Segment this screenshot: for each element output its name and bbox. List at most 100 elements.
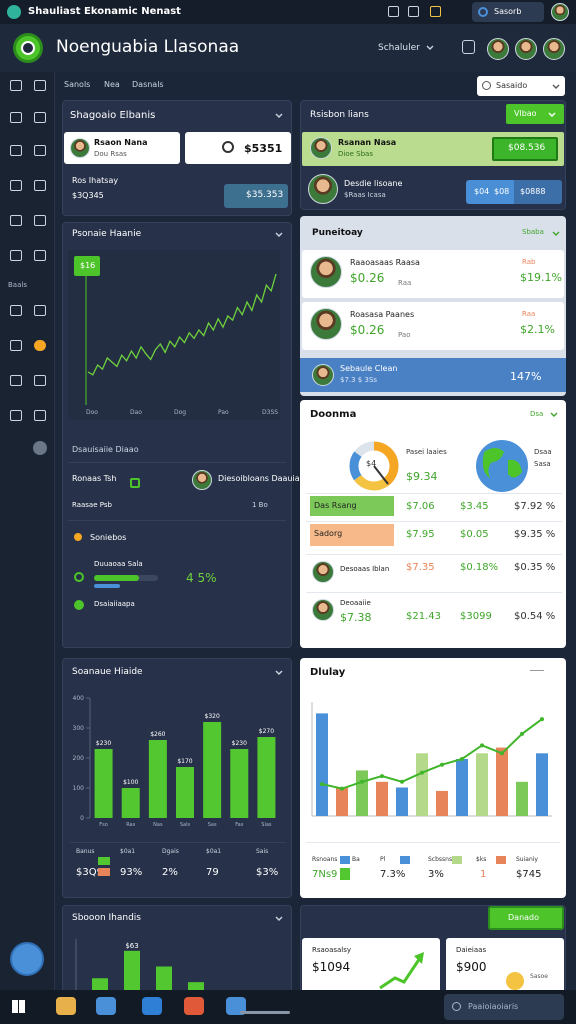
trend-point	[460, 757, 464, 761]
search-icon	[482, 81, 491, 90]
segment-label[interactable]: $08	[494, 187, 510, 196]
taskbar-app[interactable]	[56, 997, 76, 1015]
taskbar-app[interactable]	[184, 997, 204, 1015]
sidebar-icon[interactable]	[10, 410, 22, 421]
legend-value: $3Q9	[76, 867, 103, 878]
avatar	[310, 137, 332, 159]
search-box[interactable]	[477, 76, 565, 96]
value-button[interactable]	[492, 137, 558, 161]
search-pill[interactable]	[472, 2, 544, 22]
divider	[306, 842, 560, 843]
segment	[514, 180, 562, 204]
segment-label[interactable]: $0888	[520, 187, 546, 196]
divider	[306, 592, 562, 593]
row-cell: $7.35	[406, 562, 435, 573]
avatar	[310, 308, 342, 340]
bar	[496, 747, 508, 816]
start-button[interactable]	[12, 1000, 25, 1013]
card-title: Daieiaas	[456, 946, 487, 954]
sidebar-icon[interactable]	[34, 180, 46, 191]
button-label[interactable]: $08.536	[508, 143, 546, 153]
donut-center: $4	[366, 459, 376, 468]
row-icon	[130, 478, 140, 488]
chevron	[552, 84, 560, 89]
header-menu[interactable]: Schaluler	[378, 43, 420, 53]
sidebar-icon[interactable]	[10, 180, 22, 191]
action-button[interactable]	[506, 104, 564, 124]
chevron-path	[550, 412, 558, 417]
holding-change: $2.1%	[520, 323, 555, 336]
progress-bar	[94, 575, 139, 581]
row-cell: $0.35 %	[514, 562, 556, 573]
bar	[176, 767, 194, 818]
sidebar-icon[interactable]	[34, 112, 46, 123]
bar	[124, 950, 140, 990]
sidebar-icon[interactable]	[34, 250, 46, 261]
trend-point	[420, 770, 424, 775]
panel-link[interactable]: Sbaba	[522, 228, 544, 236]
legend-label: Pl	[380, 856, 386, 863]
bar-chart: 0 100 200 300 400 $230 Fso $100 Ras $260 Nas $170 Sa…	[73, 695, 276, 828]
sidebar-icon[interactable]	[10, 80, 22, 91]
legend-label: Rsnoans	[312, 856, 338, 863]
sidebar-icon[interactable]	[34, 410, 46, 421]
segment-label[interactable]: $04	[474, 187, 490, 196]
holding-change: $19.1%	[520, 271, 562, 284]
panel-link[interactable]: Dsa	[530, 410, 544, 418]
sidebar-icon[interactable]	[10, 250, 22, 261]
sidebar-icon[interactable]	[34, 340, 46, 351]
sidebar-icon[interactable]	[34, 80, 46, 91]
holding-tag: Raa	[522, 310, 536, 318]
taskbar-search[interactable]	[444, 994, 564, 1020]
sidebar-icon[interactable]	[34, 215, 46, 226]
progress-sub	[94, 584, 120, 588]
donut-segment	[349, 441, 399, 491]
sidebar-icon[interactable]	[34, 305, 46, 316]
chevron	[275, 113, 283, 118]
value-label: $230	[232, 740, 247, 747]
arrow-head	[414, 952, 424, 964]
panel-title: Doonma	[310, 409, 357, 420]
legend-label: Dsaa	[534, 448, 552, 456]
taskbar-app[interactable]	[96, 997, 116, 1015]
nav-tab[interactable]: Nea	[104, 80, 120, 89]
donut-chart: $4	[349, 441, 399, 491]
search-icon	[478, 7, 488, 17]
chevron-path	[552, 231, 560, 236]
trend-point	[400, 779, 404, 784]
chevron	[275, 670, 283, 675]
action-button[interactable]	[488, 906, 564, 930]
status-icon[interactable]	[388, 6, 399, 17]
holding-tag: Rab	[522, 258, 536, 266]
button-label[interactable]: $35.353	[246, 190, 284, 200]
legend-label: Scbssns	[428, 856, 453, 863]
button-label[interactable]: Danado	[508, 913, 540, 922]
legend-label: $ks	[476, 856, 487, 863]
taskbar-app[interactable]	[226, 997, 246, 1015]
search-text[interactable]: Sasorb	[494, 7, 522, 16]
stat-card	[446, 938, 564, 998]
header-icon[interactable]	[462, 40, 475, 54]
taskbar-app[interactable]	[142, 997, 162, 1015]
sidebar-icon[interactable]	[10, 375, 22, 386]
search-text[interactable]: Paaioiaoiaris	[468, 1002, 519, 1011]
status-icon[interactable]	[408, 6, 419, 17]
nav-tab[interactable]: Dasnals	[132, 80, 164, 89]
bar	[316, 713, 328, 816]
app-icon	[7, 5, 21, 19]
trend-point	[320, 782, 324, 787]
sidebar-icon[interactable]	[34, 145, 46, 156]
sidebar-icon[interactable]	[10, 305, 22, 316]
value-button[interactable]	[224, 184, 288, 208]
sidebar-icon[interactable]	[10, 145, 22, 156]
sidebar-icon[interactable]	[10, 215, 22, 226]
nav-tab[interactable]: Sanols	[64, 80, 91, 89]
legend-value: 79	[206, 867, 219, 878]
search-text[interactable]: Sasaido	[496, 81, 528, 90]
sidebar-icon[interactable]	[34, 375, 46, 386]
sidebar-icon[interactable]	[10, 340, 22, 351]
status-icon[interactable]	[430, 6, 441, 17]
button-label[interactable]: Vlbao	[514, 109, 537, 118]
sidebar-icon[interactable]	[10, 112, 22, 123]
bar	[92, 978, 108, 990]
